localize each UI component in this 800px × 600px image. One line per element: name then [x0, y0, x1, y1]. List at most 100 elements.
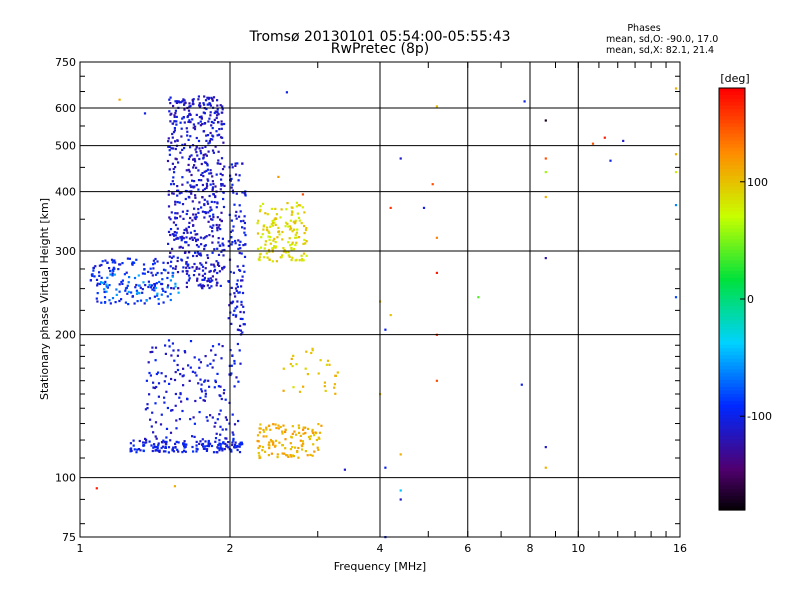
data-point	[174, 282, 177, 285]
data-point	[210, 444, 214, 448]
data-point	[150, 284, 153, 287]
data-point	[225, 428, 228, 431]
data-point	[296, 228, 299, 231]
colorbar-segment	[719, 172, 745, 177]
data-point	[230, 243, 233, 246]
data-point	[189, 216, 192, 220]
data-point	[215, 130, 218, 133]
colorbar-segment	[719, 249, 745, 254]
colorbar-segment	[719, 386, 745, 392]
data-point	[181, 183, 184, 186]
data-point	[129, 442, 132, 445]
colorbar-segment	[719, 400, 745, 406]
data-point	[218, 449, 221, 452]
data-point	[176, 212, 179, 215]
data-point	[201, 438, 204, 441]
data-point	[208, 443, 211, 446]
data-point	[173, 115, 176, 118]
data-point	[213, 201, 216, 204]
data-point	[309, 435, 312, 438]
colorbar-segment	[719, 193, 745, 198]
data-point	[135, 292, 139, 295]
data-point	[174, 442, 177, 445]
data-point	[211, 188, 214, 191]
data-point	[211, 180, 214, 183]
colorbar-segment	[719, 288, 745, 293]
data-point	[185, 127, 188, 130]
data-point	[291, 432, 294, 435]
data-point	[277, 175, 280, 178]
colorbar-segment	[719, 341, 745, 346]
data-point	[220, 397, 223, 401]
data-point	[175, 231, 178, 234]
data-point	[206, 164, 209, 167]
data-point	[181, 203, 185, 206]
data-point	[198, 116, 201, 119]
data-point	[242, 264, 245, 267]
data-point	[544, 446, 547, 449]
data-point	[220, 211, 223, 214]
data-point	[209, 131, 212, 135]
data-point	[544, 195, 547, 199]
data-point	[98, 274, 101, 277]
data-point	[149, 267, 152, 270]
colorbar-segment	[719, 481, 745, 486]
data-point	[139, 299, 143, 302]
colorbar-segment	[719, 274, 745, 279]
data-point	[291, 425, 294, 428]
data-point	[200, 206, 203, 209]
data-point	[152, 259, 155, 262]
data-point	[231, 431, 234, 434]
data-point	[257, 219, 260, 222]
data-point	[135, 451, 138, 454]
data-point	[183, 444, 186, 447]
colorbar-segment	[719, 358, 745, 363]
colorbar-segment	[719, 109, 745, 114]
data-point	[237, 247, 240, 250]
data-point	[216, 110, 219, 114]
data-point	[292, 220, 295, 223]
data-point	[160, 441, 164, 444]
data-point	[196, 277, 199, 280]
colorbar-segment	[719, 242, 745, 247]
data-point	[153, 443, 156, 446]
colorbar-segment	[719, 390, 745, 395]
data-point	[217, 159, 220, 162]
data-point	[243, 270, 246, 273]
data-point	[256, 439, 259, 443]
data-point	[312, 431, 315, 435]
data-point	[195, 254, 198, 258]
data-point	[302, 426, 305, 429]
data-point	[313, 450, 316, 453]
data-point	[286, 222, 289, 225]
data-point	[195, 136, 198, 140]
colorbar-segment	[719, 98, 745, 103]
data-point	[174, 371, 177, 374]
data-point	[223, 184, 226, 187]
data-point	[271, 250, 274, 253]
data-point	[284, 438, 287, 441]
data-point	[267, 248, 271, 252]
data-point	[271, 260, 274, 263]
data-point	[206, 364, 209, 367]
data-point	[176, 227, 179, 230]
data-point	[174, 100, 177, 103]
data-point	[289, 448, 292, 451]
data-point	[300, 222, 303, 225]
data-point	[241, 443, 244, 446]
data-point	[95, 297, 98, 300]
data-point	[209, 225, 212, 228]
data-point	[244, 234, 247, 237]
data-point	[182, 367, 185, 370]
data-point	[207, 279, 210, 282]
data-point	[185, 285, 188, 289]
data-point	[306, 373, 309, 376]
data-point	[281, 430, 284, 433]
data-point	[172, 131, 176, 134]
data-point	[299, 204, 302, 207]
colorbar-segment	[719, 267, 745, 272]
data-point	[221, 266, 224, 270]
colorbar-segment	[719, 197, 745, 202]
data-point	[189, 146, 192, 149]
data-point	[286, 202, 289, 205]
